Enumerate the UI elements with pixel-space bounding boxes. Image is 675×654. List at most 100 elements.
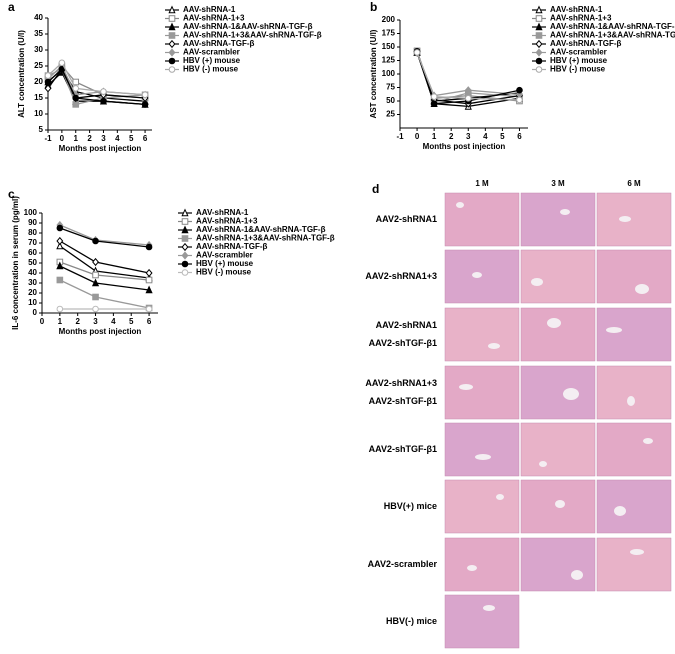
y-axis-label: IL-6 concentration in serum (pg/ml) (11, 196, 20, 330)
histology-image (596, 537, 672, 592)
histology-image (520, 537, 596, 592)
marker (92, 271, 99, 279)
x-tick-label: 5 (129, 317, 134, 326)
histology-image (520, 307, 596, 362)
y-tick-label: 15 (34, 93, 43, 102)
series-line (416, 52, 520, 101)
legend-marker (535, 15, 543, 22)
marker (56, 241, 64, 250)
y-tick-label: 0 (33, 308, 38, 317)
y-tick-label: 25 (386, 110, 395, 119)
y-tick-label: 30 (34, 45, 43, 54)
legend-label: AAV-scrambler (196, 251, 253, 260)
row-label: AAV2-shRNA1+3 (365, 378, 437, 388)
legend-marker (168, 15, 176, 22)
legend-label: AAV-shRNA-1 (550, 5, 603, 14)
marker (72, 94, 80, 102)
panel-letter: a (8, 0, 15, 14)
x-tick-label: 0 (40, 317, 45, 326)
vessel (627, 396, 635, 406)
marker (58, 59, 66, 67)
x-tick-label: 1 (58, 317, 63, 326)
x-tick-label: 5 (500, 132, 505, 141)
x-tick-label: 4 (483, 132, 488, 141)
marker (145, 276, 153, 284)
histology-image (444, 422, 520, 477)
x-axis-label: Months post injection (59, 327, 142, 336)
y-tick-label: 50 (386, 96, 395, 105)
histology-image (444, 479, 520, 534)
legend-label: AAV-scrambler (550, 48, 607, 57)
y-axis-label: ALT concentration (U/l) (17, 30, 26, 118)
marker (91, 278, 100, 287)
marker (92, 237, 99, 245)
y-tick-label: 175 (382, 29, 396, 38)
legend-label: AAV-shRNA-1&AAV-shRNA-TGF-β (196, 225, 326, 234)
legend-label: HBV (+) mouse (183, 56, 241, 65)
histology-image (444, 594, 520, 649)
legend-marker (535, 22, 543, 31)
y-tick-label: 5 (39, 125, 44, 134)
column-header: 1 M (475, 179, 489, 188)
row-label: AAV2-shTGF-β1 (369, 444, 437, 454)
legend-label: AAV-shRNA-TGF-β (196, 242, 268, 251)
vessel (483, 605, 495, 611)
x-tick-label: 2 (87, 134, 92, 143)
legend-marker (535, 5, 543, 14)
y-tick-label: 10 (28, 298, 37, 307)
vessel (531, 278, 543, 286)
y-tick-label: 125 (382, 56, 396, 65)
y-tick-label: 30 (28, 278, 37, 287)
legend-label: AAV-shRNA-1+3 (196, 217, 258, 226)
row-label: AAV2-scrambler (368, 559, 438, 569)
histology-image (520, 192, 596, 247)
legend-label: AAV-shRNA-1&AAV-shRNA-TGF-β (183, 22, 313, 31)
histology-image (444, 249, 520, 304)
vessel (571, 570, 583, 580)
marker (100, 97, 107, 105)
legend-marker (168, 32, 176, 39)
x-tick-label: -1 (44, 134, 52, 143)
y-tick-label: 70 (28, 238, 37, 247)
legend-marker (181, 208, 189, 217)
legend-marker (535, 32, 543, 39)
histology-image (520, 422, 596, 477)
x-tick-label: 2 (75, 317, 80, 326)
marker (56, 276, 64, 284)
marker (145, 305, 153, 313)
marker (464, 95, 472, 102)
column-header: 3 M (551, 179, 565, 188)
marker (145, 268, 153, 278)
legend-label: AAV-shRNA-1+3&AAV-shRNA-TGF-β (196, 234, 335, 243)
y-tick-label: 100 (382, 69, 396, 78)
legend-label: HBV (-) mouse (183, 65, 239, 74)
vessel (635, 284, 649, 294)
vessel (547, 318, 561, 328)
marker (44, 72, 52, 79)
legend-marker (168, 66, 176, 73)
histology-image (444, 537, 520, 592)
y-tick-label: 35 (34, 29, 43, 38)
vessel (560, 209, 570, 215)
vessel (563, 388, 579, 400)
x-tick-label: 3 (466, 132, 471, 141)
row-label: AAV2-shRNA1+3 (365, 271, 437, 281)
y-tick-label: 100 (24, 208, 38, 217)
y-tick-label: 40 (28, 268, 37, 277)
marker (56, 224, 64, 232)
histology-image (444, 192, 520, 247)
histology-image (596, 479, 672, 534)
vessel (630, 549, 644, 555)
x-tick-label: 2 (449, 132, 454, 141)
row-label: AAV2-shTGF-β1 (369, 338, 437, 348)
y-tick-label: 90 (28, 218, 37, 227)
legend-marker (181, 242, 189, 252)
legend-label: HBV (-) mouse (196, 268, 252, 277)
vessel (467, 565, 477, 571)
x-axis-label: Months post injection (59, 144, 142, 153)
legend-marker (168, 5, 176, 14)
legend-marker (181, 225, 189, 234)
legend-label: AAV-shRNA-TGF-β (550, 39, 622, 48)
marker (430, 93, 438, 100)
legend-label: AAV-shRNA-1+3&AAV-shRNA-TGF-β (550, 31, 675, 40)
